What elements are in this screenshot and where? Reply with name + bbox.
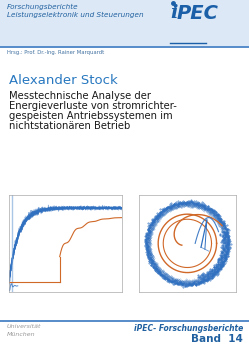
Bar — [0, 0, 249, 46]
Text: Messtechnische Analyse der: Messtechnische Analyse der — [9, 91, 151, 101]
Text: iPEC- Forschungsberichte: iPEC- Forschungsberichte — [134, 324, 243, 333]
Text: i: i — [170, 4, 177, 22]
Text: nichtstationären Betrieb: nichtstationären Betrieb — [9, 121, 130, 131]
Text: Energieverluste von stromrichter-: Energieverluste von stromrichter- — [9, 101, 177, 111]
Text: Leistungselektronik und Steuerungen: Leistungselektronik und Steuerungen — [7, 12, 144, 18]
Text: PEC: PEC — [177, 4, 219, 23]
Text: Hrsg.: Prof. Dr.-Ing. Rainer Marquardt: Hrsg.: Prof. Dr.-Ing. Rainer Marquardt — [7, 50, 104, 55]
Text: Universität: Universität — [7, 324, 42, 329]
Text: gespeisten Antriebssystemen im: gespeisten Antriebssystemen im — [9, 111, 173, 121]
Text: Forschungsberichte: Forschungsberichte — [7, 4, 79, 10]
Text: Band  14: Band 14 — [191, 334, 243, 344]
Text: München: München — [7, 332, 36, 337]
Text: Alexander Stock: Alexander Stock — [9, 74, 118, 87]
